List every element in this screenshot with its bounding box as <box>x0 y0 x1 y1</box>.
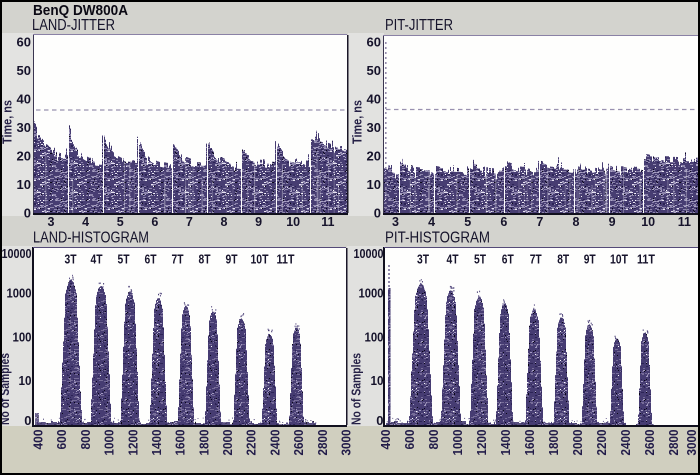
svg-text:400: 400 <box>31 430 46 450</box>
svg-text:7T: 7T <box>172 252 184 267</box>
svg-text:1200: 1200 <box>125 430 140 456</box>
svg-text:30: 30 <box>367 120 381 135</box>
svg-text:9: 9 <box>609 215 616 229</box>
svg-text:3: 3 <box>392 215 399 229</box>
svg-text:2000: 2000 <box>570 430 585 456</box>
svg-text:2800: 2800 <box>666 430 681 456</box>
svg-text:3T: 3T <box>65 252 77 267</box>
svg-text:3: 3 <box>48 215 55 229</box>
svg-text:0: 0 <box>24 413 31 428</box>
svg-text:2400: 2400 <box>618 430 633 456</box>
svg-text:800: 800 <box>426 430 441 450</box>
svg-text:100: 100 <box>365 330 384 345</box>
svg-text:1800: 1800 <box>196 430 211 456</box>
svg-text:BenQ DW800A: BenQ DW800A <box>33 2 128 19</box>
svg-text:2800: 2800 <box>315 430 330 456</box>
svg-text:6: 6 <box>151 215 158 229</box>
svg-text:10: 10 <box>367 177 381 192</box>
svg-text:PIT-HISTOGRAM: PIT-HISTOGRAM <box>385 230 490 247</box>
svg-text:5T: 5T <box>474 252 486 267</box>
svg-text:2400: 2400 <box>267 430 282 456</box>
svg-text:10: 10 <box>371 373 384 388</box>
svg-text:9T: 9T <box>584 252 596 267</box>
svg-text:10: 10 <box>286 215 300 229</box>
svg-text:0: 0 <box>374 206 381 221</box>
svg-text:50: 50 <box>367 63 381 78</box>
svg-text:10T: 10T <box>251 252 269 267</box>
svg-text:1000: 1000 <box>102 430 117 456</box>
svg-text:6T: 6T <box>145 252 157 267</box>
svg-text:11: 11 <box>321 215 334 229</box>
svg-text:1000: 1000 <box>7 286 32 301</box>
svg-text:0: 0 <box>24 206 31 221</box>
svg-text:40: 40 <box>367 92 381 107</box>
svg-text:LAND-JITTER: LAND-JITTER <box>32 17 115 34</box>
svg-text:No of Samples: No of Samples <box>349 353 364 425</box>
svg-text:LAND-HISTOGRAM: LAND-HISTOGRAM <box>33 230 149 247</box>
svg-text:10000: 10000 <box>354 246 384 261</box>
svg-text:1000: 1000 <box>359 286 384 301</box>
svg-text:60: 60 <box>17 35 31 50</box>
svg-text:1800: 1800 <box>546 430 561 456</box>
svg-text:10: 10 <box>19 373 32 388</box>
svg-text:40: 40 <box>17 92 31 107</box>
svg-text:4: 4 <box>428 215 435 229</box>
svg-text:10: 10 <box>641 215 655 229</box>
svg-text:60: 60 <box>367 35 381 50</box>
svg-text:2600: 2600 <box>291 430 306 456</box>
svg-text:Time, ns: Time, ns <box>0 100 15 144</box>
svg-text:Time, ns: Time, ns <box>350 100 365 144</box>
svg-text:11T: 11T <box>637 252 655 267</box>
svg-text:600: 600 <box>54 430 69 450</box>
svg-text:4T: 4T <box>447 252 459 267</box>
svg-text:1600: 1600 <box>522 430 537 456</box>
svg-text:9T: 9T <box>226 252 238 267</box>
svg-text:8T: 8T <box>557 252 569 267</box>
svg-text:8: 8 <box>573 215 580 229</box>
svg-text:2000: 2000 <box>220 430 235 456</box>
svg-text:1000: 1000 <box>450 430 465 456</box>
svg-text:3T: 3T <box>417 252 429 267</box>
svg-text:600: 600 <box>402 430 417 450</box>
svg-text:10000: 10000 <box>2 246 32 261</box>
svg-text:4: 4 <box>82 215 89 229</box>
svg-text:No of Samples: No of Samples <box>0 353 12 425</box>
svg-text:6T: 6T <box>502 252 514 267</box>
svg-text:9: 9 <box>255 215 262 229</box>
svg-text:10T: 10T <box>610 252 628 267</box>
svg-text:2200: 2200 <box>594 430 609 456</box>
svg-text:8T: 8T <box>199 252 211 267</box>
svg-text:8: 8 <box>221 215 228 229</box>
svg-text:6: 6 <box>500 215 507 229</box>
svg-text:3000: 3000 <box>339 430 354 456</box>
svg-text:1400: 1400 <box>498 430 513 456</box>
svg-text:11T: 11T <box>277 252 295 267</box>
svg-text:PIT-JITTER: PIT-JITTER <box>385 17 453 34</box>
svg-text:30: 30 <box>17 120 31 135</box>
svg-text:7: 7 <box>536 215 543 229</box>
svg-text:2200: 2200 <box>244 430 259 456</box>
svg-text:2600: 2600 <box>642 430 657 456</box>
svg-text:1200: 1200 <box>474 430 489 456</box>
svg-text:11: 11 <box>678 215 691 229</box>
svg-text:20: 20 <box>367 149 381 164</box>
svg-text:7T: 7T <box>530 252 542 267</box>
svg-text:50: 50 <box>17 63 31 78</box>
svg-text:400: 400 <box>378 430 393 450</box>
svg-text:20: 20 <box>17 149 31 164</box>
svg-text:800: 800 <box>78 430 93 450</box>
svg-text:7: 7 <box>186 215 193 229</box>
svg-text:1400: 1400 <box>149 430 164 456</box>
svg-text:4T: 4T <box>91 252 103 267</box>
svg-text:5T: 5T <box>118 252 130 267</box>
svg-text:1600: 1600 <box>173 430 188 456</box>
svg-text:100: 100 <box>13 330 32 345</box>
svg-text:10: 10 <box>17 177 31 192</box>
svg-text:5: 5 <box>117 215 124 229</box>
svg-text:0: 0 <box>376 413 383 428</box>
svg-text:5: 5 <box>464 215 471 229</box>
svg-text:3000: 3000 <box>684 430 699 456</box>
